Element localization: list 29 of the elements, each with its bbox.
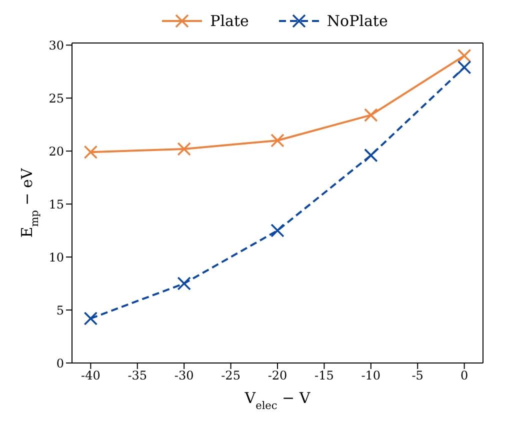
point [84,312,98,326]
x-tick-label: -25 [221,368,240,383]
y-tick-label: 20 [48,144,64,158]
legend-label: NoPlate [326,12,388,30]
x-tick-label: -10 [361,368,381,383]
point [364,148,378,162]
point [270,134,284,148]
x-tick-label: -5 [412,368,424,383]
point [364,108,378,122]
y-tick-label: 0 [56,356,64,370]
y-tick-label: 30 [48,38,64,52]
x-tick-label: -40 [81,368,100,383]
point [84,145,98,160]
x-axis-title: V$_{elec}$ − V [244,389,312,412]
point [270,224,284,238]
legend-label: Plate [210,12,249,30]
x-tick-label: -15 [314,368,334,383]
point [457,48,472,63]
x-tick-label: -30 [174,368,194,383]
point [457,60,472,74]
x-tick-label: -35 [128,368,148,383]
y-tick-label: 10 [48,250,64,264]
y-tick-label: 15 [48,197,64,212]
x-tick-label: -20 [268,368,288,383]
y-tick-label: 5 [56,303,64,318]
x-tick-label: 0 [460,368,468,383]
point [177,276,191,290]
point [177,142,191,156]
y-tick-label: 25 [48,91,64,106]
